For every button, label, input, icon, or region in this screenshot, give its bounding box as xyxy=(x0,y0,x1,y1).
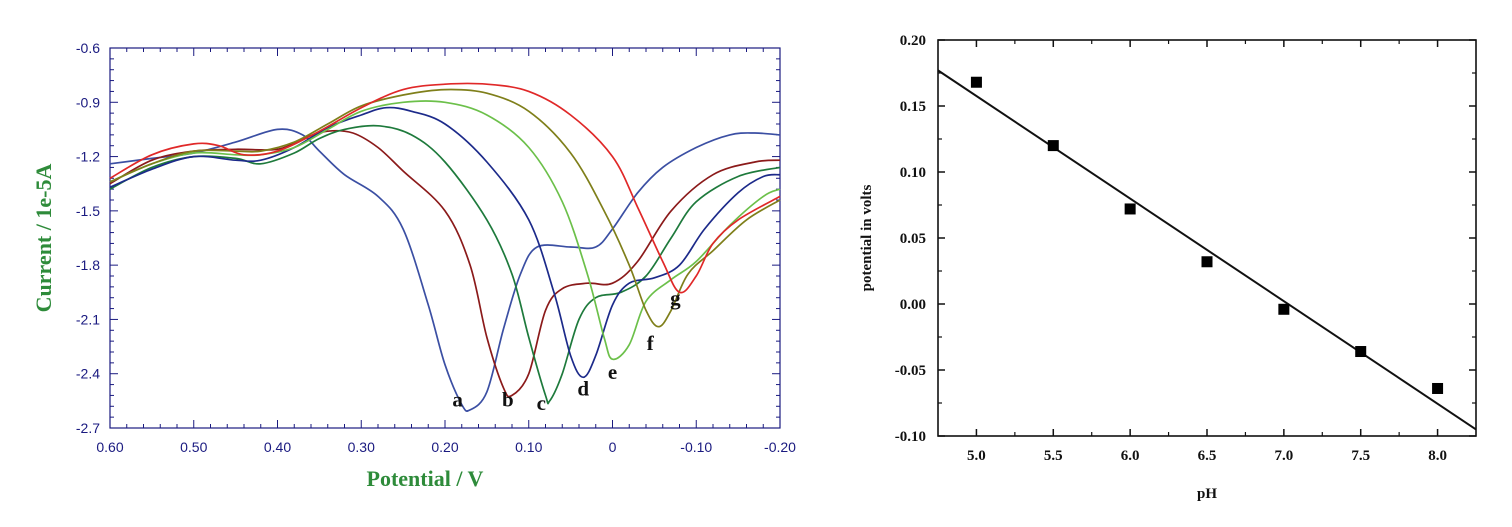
ph-fit-line-group xyxy=(937,69,1477,431)
curve-e xyxy=(109,100,781,361)
x-tick-label: 0.40 xyxy=(264,439,291,455)
data-point xyxy=(1355,346,1367,358)
curve-label-f: f xyxy=(647,331,655,355)
curve-c xyxy=(109,124,781,405)
curve-d xyxy=(109,106,781,379)
y-tick-label: -1.8 xyxy=(76,257,100,273)
voltammogram-curve-labels: a b c de fg xyxy=(452,286,681,415)
curve-b xyxy=(109,129,781,398)
y-tick-label: -0.9 xyxy=(76,94,100,110)
y-tick-label: 0.05 xyxy=(900,231,926,247)
ph-potential-chart: -0.10 -0.05 0.00 0.05 0.10 0.15 0.20 5.0 5.5 6.0… xyxy=(859,33,1477,502)
x-tick-label: 0.60 xyxy=(96,439,123,455)
curve-label-b: b xyxy=(502,387,514,411)
ph-data-points xyxy=(970,76,1444,394)
voltammogram-y-axis-title: Current / 1e-5A xyxy=(31,164,56,313)
y-tick-label: 0.00 xyxy=(900,297,926,313)
curve-g xyxy=(109,82,781,294)
y-tick-label: -2.7 xyxy=(76,420,100,436)
curve-label-g: g xyxy=(670,286,681,310)
linear-fit-line xyxy=(937,69,1477,431)
y-tick-label: 0.20 xyxy=(900,33,926,49)
x-tick-label: 0 xyxy=(609,439,617,455)
x-tick-label: 6.5 xyxy=(1198,448,1217,464)
y-tick-label: -1.5 xyxy=(76,203,100,219)
y-tick-label: -2.4 xyxy=(76,366,100,382)
y-tick-label: -2.1 xyxy=(76,311,100,327)
x-tick-label: 5.5 xyxy=(1044,448,1063,464)
x-tick-label: -0.10 xyxy=(680,439,712,455)
x-tick-label: 0.10 xyxy=(515,439,542,455)
ph-x-axis-title: pH xyxy=(1197,486,1217,502)
x-tick-label: 0.50 xyxy=(180,439,207,455)
x-tick-label: 6.0 xyxy=(1121,448,1140,464)
y-tick-label: 0.15 xyxy=(900,99,926,115)
x-tick-label: 8.0 xyxy=(1428,448,1447,464)
curve-a xyxy=(109,128,781,412)
data-point xyxy=(1432,382,1444,394)
x-tick-label: 5.0 xyxy=(967,448,986,464)
x-tick-label: 7.0 xyxy=(1274,448,1293,464)
x-tick-label: 7.5 xyxy=(1351,448,1370,464)
ph-y-axis-title: potential in volts xyxy=(859,185,875,292)
y-tick-label: 0.10 xyxy=(900,165,926,181)
voltammogram-chart: -0.6 -0.9 -1.2 -1.5 -1.8 -2.1 -2.4 -2.7 0.60 0.5… xyxy=(31,40,796,491)
curve-f xyxy=(109,88,781,328)
curve-label-c: c xyxy=(537,391,546,415)
data-point xyxy=(1047,140,1059,152)
y-tick-label: -0.6 xyxy=(76,40,100,56)
y-tick-label: -1.2 xyxy=(76,149,100,165)
voltammogram-series xyxy=(109,82,781,412)
voltammogram-x-axis-title: Potential / V xyxy=(367,466,484,491)
x-tick-label: 0.20 xyxy=(431,439,458,455)
curve-label-d: d xyxy=(577,376,589,400)
x-tick-label: -0.20 xyxy=(764,439,796,455)
y-tick-label: -0.10 xyxy=(895,429,926,445)
curve-label-a: a xyxy=(452,387,463,411)
data-point xyxy=(1278,303,1290,315)
data-point xyxy=(970,76,982,88)
voltammogram-plot-frame xyxy=(109,47,781,429)
y-tick-label: -0.05 xyxy=(895,363,926,379)
voltammogram-y-ticks: -0.6 -0.9 -1.2 -1.5 -1.8 -2.1 -2.4 -2.7 xyxy=(76,40,780,436)
data-point xyxy=(1124,203,1136,215)
ph-y-ticks: -0.10 -0.05 0.00 0.05 0.10 0.15 0.20 xyxy=(895,33,1476,445)
curve-label-e: e xyxy=(608,360,617,384)
data-point xyxy=(1201,256,1213,268)
ph-x-ticks: 5.0 5.5 6.0 6.5 7.0 7.5 8.0 xyxy=(967,40,1447,464)
voltammogram-x-ticks: 0.60 0.50 0.40 0.30 0.20 0.10 0 -0.10 -0.20 xyxy=(96,48,796,455)
x-tick-label: 0.30 xyxy=(348,439,375,455)
